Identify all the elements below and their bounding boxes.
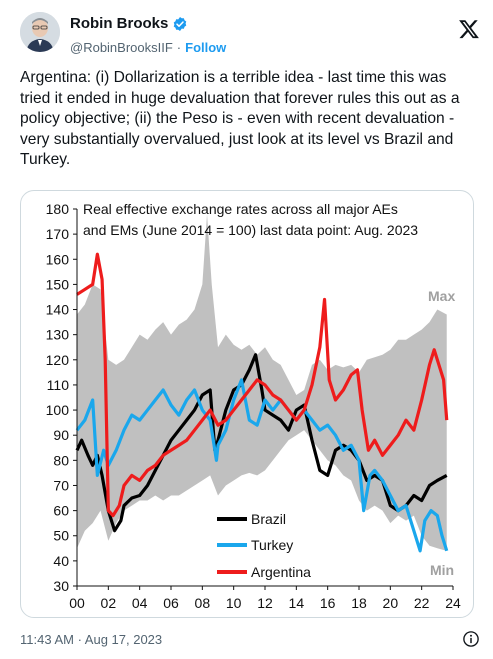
series-line-turkey xyxy=(75,378,449,553)
x-tick-label: 18 xyxy=(351,595,367,611)
avatar[interactable] xyxy=(20,12,60,52)
x-tick-label: 06 xyxy=(163,595,179,611)
y-tick-label: 150 xyxy=(46,276,70,292)
y-tick-label: 30 xyxy=(53,578,69,594)
x-tick-label: 02 xyxy=(101,595,117,611)
y-tick-label: 60 xyxy=(53,503,69,519)
legend: Brazil Turkey Argentina xyxy=(217,511,311,580)
x-tick-label: 16 xyxy=(320,595,336,611)
chart-title-line-2: and EMs (June 2014 = 100) last data poin… xyxy=(83,222,418,238)
x-tick-label: 00 xyxy=(69,595,85,611)
axis-layer: 30 40 50 60 70 80 90 100 110 120 130 140 150 160 170 18… xyxy=(46,201,461,611)
y-tick-label: 120 xyxy=(46,352,70,368)
band-min-label: Min xyxy=(430,562,454,578)
x-tick-label: 14 xyxy=(289,595,305,611)
y-tick-label: 70 xyxy=(53,477,69,493)
y-tick-label: 80 xyxy=(53,452,69,468)
series-layer xyxy=(75,252,449,553)
y-tick-label: 50 xyxy=(53,528,69,544)
chart-title-line-1: Real effective exchange rates across all… xyxy=(83,201,398,217)
author-name-row: Robin Brooks xyxy=(70,15,188,32)
y-tick-label: 110 xyxy=(47,377,70,393)
tweet-timestamp[interactable]: 11:43 AM · Aug 17, 2023 xyxy=(20,632,163,647)
author-handle[interactable]: @RobinBrooksIIF xyxy=(70,40,173,55)
tweet-media[interactable]: 30 40 50 60 70 80 90 100 110 120 130 140 150 160 170 18… xyxy=(20,190,474,618)
legend-label-turkey: Turkey xyxy=(251,537,293,553)
verified-badge-icon xyxy=(174,16,187,31)
tweet-header: Robin Brooks @RobinBrooksIIF · Follow xyxy=(0,0,493,62)
series-line-brazil xyxy=(75,353,448,533)
x-logo-icon[interactable] xyxy=(458,18,480,40)
y-tick-label: 100 xyxy=(46,402,70,418)
x-tick-label: 04 xyxy=(132,595,148,611)
y-tick-label: 40 xyxy=(53,553,69,569)
reer-chart: 30 40 50 60 70 80 90 100 110 120 130 140 150 160 170 18… xyxy=(46,201,461,611)
tweet-text: Argentina: (i) Dollarization is a terrib… xyxy=(20,69,464,168)
x-tick-label: 24 xyxy=(445,595,461,611)
x-tick-label: 08 xyxy=(195,595,211,611)
x-tick-label: 20 xyxy=(383,595,399,611)
y-tick-label: 180 xyxy=(46,201,70,217)
legend-label-brazil: Brazil xyxy=(251,511,286,527)
y-tick-label: 130 xyxy=(46,327,70,343)
author-handle-row: @RobinBrooksIIF · Follow xyxy=(70,40,226,55)
info-icon[interactable] xyxy=(462,630,480,648)
y-tick-label: 170 xyxy=(46,226,70,242)
x-tick-label: 12 xyxy=(257,595,273,611)
follow-button[interactable]: Follow xyxy=(185,40,227,55)
band-max-label: Max xyxy=(428,288,455,304)
series-line-argentina xyxy=(76,252,449,518)
x-tick-label: 10 xyxy=(226,595,242,611)
separator-dot: · xyxy=(176,40,182,55)
avatar-image xyxy=(20,12,60,52)
y-tick-label: 90 xyxy=(53,427,69,443)
author-name[interactable]: Robin Brooks xyxy=(70,15,169,32)
x-tick-label: 22 xyxy=(414,595,430,611)
legend-label-argentina: Argentina xyxy=(251,564,311,580)
y-tick-label: 140 xyxy=(46,302,70,318)
y-tick-label: 160 xyxy=(46,251,70,267)
